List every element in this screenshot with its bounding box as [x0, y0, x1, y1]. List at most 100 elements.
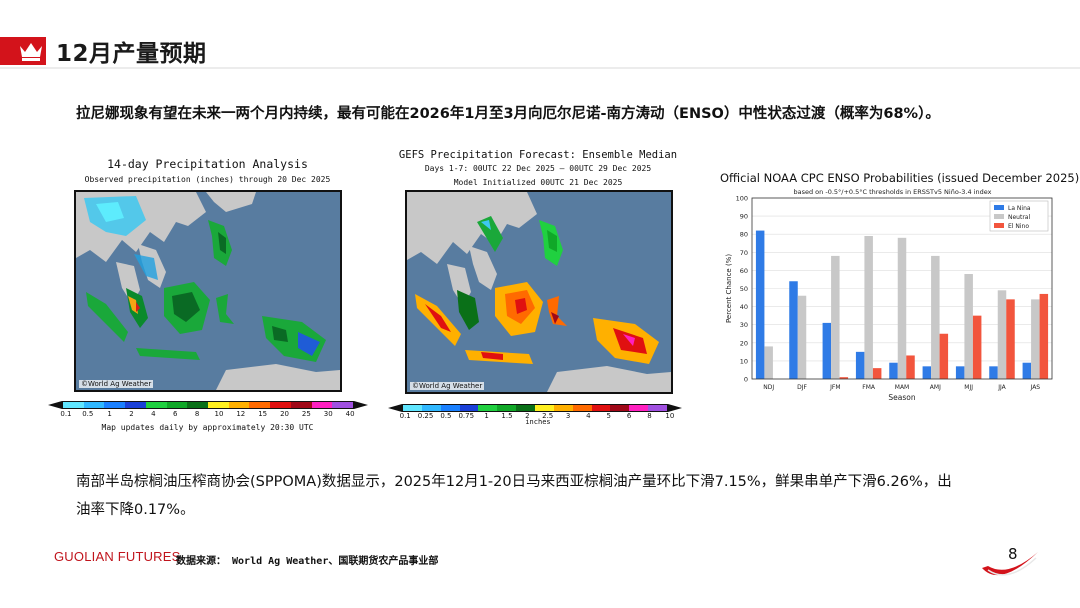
tick-label: 10	[214, 410, 224, 418]
tick-label: 4	[586, 412, 591, 420]
y-tick-label: 80	[740, 231, 748, 239]
map2-image: ©World Ag Weather	[405, 190, 673, 394]
bar-el-nino	[872, 368, 882, 379]
bar-el-nino	[1039, 293, 1049, 379]
map2-land-precip	[407, 192, 671, 392]
tick-label: 10	[665, 412, 675, 420]
bar-neutral	[931, 255, 940, 379]
map1-colorbar-left-arrow	[48, 401, 62, 409]
tick-label: 12	[236, 410, 246, 418]
x-tick-label: JFM	[829, 384, 840, 391]
bar-la-nina	[1022, 362, 1032, 379]
bar-neutral	[1031, 299, 1040, 379]
map2-title: GEFS Precipitation Forecast: Ensemble Me…	[398, 149, 678, 161]
bar-la-nina	[822, 322, 832, 379]
y-tick-label: 50	[740, 285, 748, 293]
crown-logo-icon	[20, 43, 42, 61]
bar-neutral	[831, 255, 840, 379]
bar-el-nino	[839, 377, 849, 379]
map2-colorbar-ticks: 0.1 0.25 0.5 0.75 1 1.5 2 2.5 3 4 5 6 8 …	[395, 412, 680, 420]
tick-label: 0.5	[82, 410, 94, 418]
bar-el-nino	[1006, 299, 1015, 379]
map2-subtitle: Days 1-7: 00UTC 22 Dec 2025 — 00UTC 29 D…	[424, 164, 652, 173]
map2-colorbar	[402, 404, 668, 412]
legend-label: Neutral	[1008, 214, 1030, 221]
tick-label: 15	[258, 410, 268, 418]
map1-title: 14-day Precipitation Analysis	[107, 157, 308, 171]
y-tick-label: 40	[740, 303, 748, 311]
tick-label: 40	[345, 410, 355, 418]
tick-label: 0.75	[458, 412, 475, 420]
enso-summary-text: 拉尼娜现象有望在未来一两个月内持续，最有可能在2026年1月至3月向厄尔尼诺-南…	[76, 106, 940, 122]
bar-el-nino	[972, 315, 982, 379]
map1-colorbar-ticks: 0.1 0.5 1 2 4 6 8 10 12 15 20 25 30 40	[55, 410, 361, 418]
tick-label: 6	[626, 412, 632, 420]
page-swoosh-icon	[982, 552, 1038, 576]
bar-la-nina	[855, 351, 865, 379]
y-axis-label: Percent Chance (%)	[725, 254, 733, 323]
chart-title: Official NOAA CPC ENSO Probabilities (is…	[720, 171, 1080, 185]
legend-swatch	[994, 205, 1004, 210]
bar-la-nina	[755, 230, 765, 379]
tick-label: 5	[606, 412, 611, 420]
tick-label: 0.25	[417, 412, 434, 420]
map2-colorbar-left-arrow	[388, 404, 402, 412]
map1-watermark: ©World Ag Weather	[79, 380, 154, 388]
tick-label: 0.1	[399, 412, 411, 420]
bar-neutral	[797, 295, 807, 379]
x-tick-label: FMA	[862, 384, 876, 391]
bar-neutral	[997, 290, 1007, 379]
page-number: 8	[1008, 545, 1018, 563]
tick-label: 20	[280, 410, 289, 418]
footer-brand: GUOLIAN FUTURES	[54, 549, 181, 564]
y-tick-label: 20	[740, 339, 748, 347]
bar-neutral	[964, 274, 973, 379]
tick-label: 0.5	[440, 412, 452, 420]
tick-label: 4	[151, 410, 156, 418]
header-divider	[0, 67, 1080, 69]
map2-init: Model Initialized 00UTC 21 Dec 2025	[453, 178, 623, 187]
map2-watermark: ©World Ag Weather	[410, 382, 485, 390]
y-tick-label: 100	[736, 195, 748, 203]
tick-label: 25	[301, 410, 311, 418]
tick-label: 2	[129, 410, 134, 418]
bar-neutral	[864, 236, 873, 379]
tick-label: 8	[647, 412, 652, 420]
x-tick-label: JAS	[1030, 384, 1041, 391]
y-tick-label: 60	[740, 267, 748, 275]
tick-label: 2	[525, 412, 530, 420]
map1-colorbar-right-arrow	[354, 401, 368, 409]
x-tick-label: NDJ	[763, 384, 774, 391]
map1-colorbar	[62, 401, 354, 409]
y-tick-label: 0	[744, 376, 748, 384]
sppoma-summary-text: 南部半岛棕榈油压榨商协会(SPPOMA)数据显示，2025年12月1-20日马来…	[76, 474, 952, 518]
tick-label: 1	[484, 412, 489, 420]
legend-label: La Nina	[1008, 205, 1031, 212]
legend-label: El Nino	[1008, 223, 1029, 230]
bar-el-nino	[939, 333, 949, 379]
tick-label: 8	[194, 410, 200, 418]
bar-la-nina	[989, 366, 998, 379]
legend-swatch	[994, 223, 1004, 228]
map1-image: ©World Ag Weather	[74, 190, 342, 392]
page-title: 12月产量预期	[56, 41, 207, 67]
legend-swatch	[994, 214, 1004, 219]
x-tick-label: MJJ	[964, 384, 973, 391]
tick-label: 6	[172, 410, 178, 418]
x-tick-label: AMJ	[930, 384, 941, 391]
footer-source: 数据来源： World Ag Weather、国联期货农产品事业部	[176, 556, 439, 567]
x-tick-label: DJF	[797, 384, 807, 391]
tick-label: 3	[565, 412, 571, 420]
map1-land-precip	[76, 192, 340, 390]
tick-label: 1.5	[501, 412, 513, 420]
x-axis-label: Season	[888, 393, 915, 402]
y-tick-label: 30	[740, 321, 748, 329]
tick-label: 30	[323, 410, 333, 418]
map2-unit: inches	[525, 418, 551, 426]
y-tick-label: 90	[740, 213, 748, 221]
bar-la-nina	[789, 281, 798, 379]
enso-probability-chart: 0 10 20 30 40 50 60 70 80 90 100 NDJ DJF JFM FMA MAM AMJ…	[725, 195, 1053, 402]
bar-neutral	[764, 346, 773, 379]
bar-la-nina	[955, 366, 965, 379]
map2-colorbar-right-arrow	[668, 404, 682, 412]
